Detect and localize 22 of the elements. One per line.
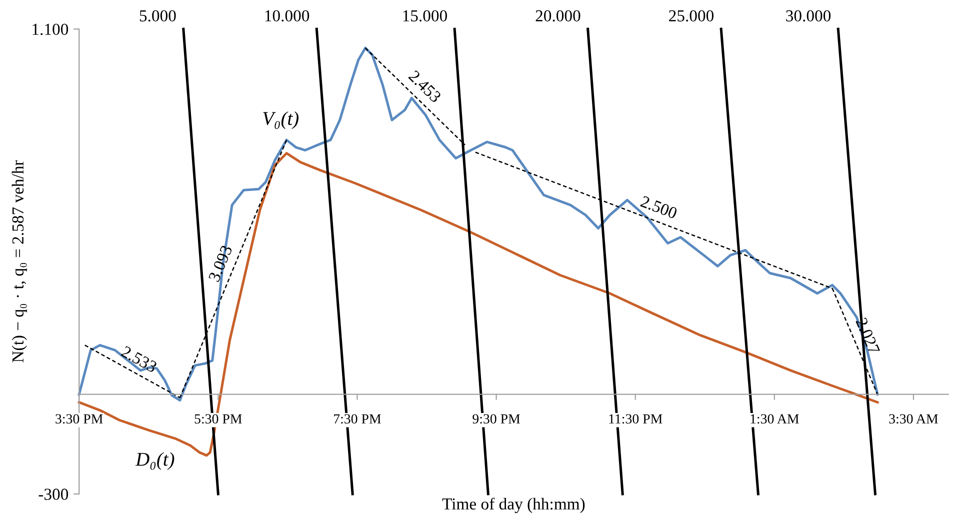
text: 2.500: [640, 196, 678, 220]
x-tick-label: 3:30 PM: [56, 414, 103, 424]
text: 3.093: [208, 244, 233, 282]
x-axis-title: Time of day (hh:mm): [442, 498, 585, 514]
y-tick-label: -300: [38, 488, 68, 500]
y-axis-title: N(t) − q₀ · t, q₀ = 2.587 veh/hr: [12, 160, 27, 362]
x-tick-label: 1:30 AM: [750, 414, 799, 424]
y-tick-label: 1.100: [32, 24, 68, 36]
series-label: 10.000: [265, 10, 310, 22]
text: 2.533: [120, 346, 158, 373]
series-label: 20.000: [536, 10, 580, 22]
series-label: 30.000: [786, 10, 831, 22]
series-label: D₀(t): [135, 452, 174, 470]
series-label: V₀(t): [263, 111, 299, 129]
x-tick-label: 7:30 PM: [334, 414, 381, 424]
x-tick-label: 11:30 PM: [609, 414, 662, 424]
series-label: 25.000: [669, 10, 714, 22]
x-tick-label: 3:30 AM: [889, 414, 938, 424]
x-tick-label: 9:30 PM: [472, 414, 520, 424]
series-label: 5.000: [140, 10, 176, 22]
series-label: 15.000: [403, 10, 447, 22]
x-tick-label: 5:30 PM: [194, 414, 242, 424]
